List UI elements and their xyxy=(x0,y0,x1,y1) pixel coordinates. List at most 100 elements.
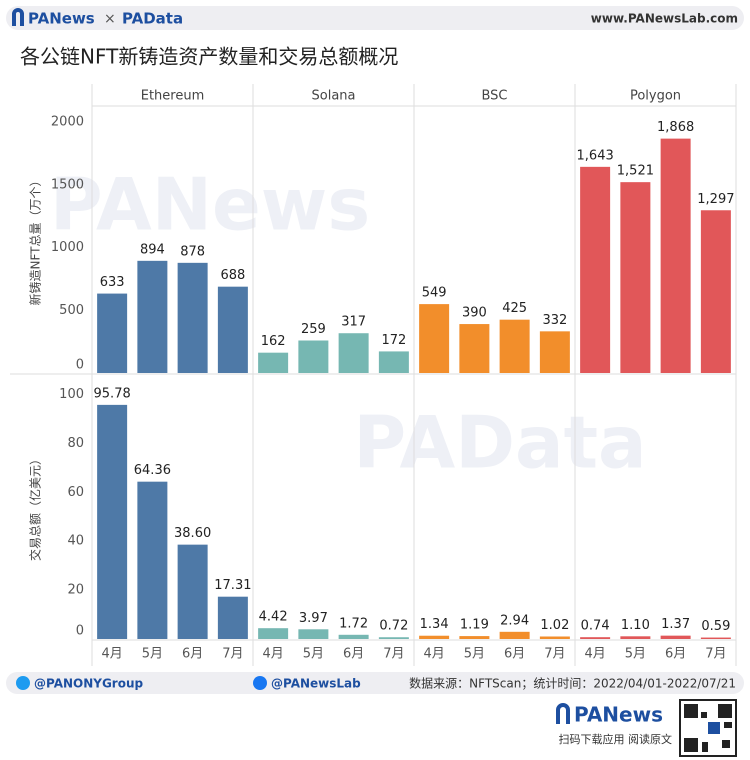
bar xyxy=(137,481,168,639)
facet-label: Solana xyxy=(312,89,356,104)
y-tick-label: 0 xyxy=(76,624,84,639)
y-tick-label: 40 xyxy=(67,534,84,549)
value-label: 1.72 xyxy=(339,616,368,631)
y-tick-label: 60 xyxy=(67,485,84,500)
bar xyxy=(298,340,329,373)
value-label: 1,868 xyxy=(657,120,694,135)
bar xyxy=(620,636,651,639)
bar xyxy=(660,635,691,639)
x-tick-label: 4月 xyxy=(423,647,444,662)
value-label: 162 xyxy=(261,334,286,349)
chart-title: 各公链NFT新铸造资产数量和交易总额概况 xyxy=(20,45,398,69)
plot: Ethereum Solana BSC Polygon 新铸造NFT总量（万个） 0 500… xyxy=(10,84,737,666)
facet-label: BSC xyxy=(481,89,507,104)
bar xyxy=(217,286,248,373)
bar xyxy=(419,635,450,639)
value-label: 1,521 xyxy=(617,164,654,179)
header-bar xyxy=(6,6,744,30)
x-tick-label: 6月 xyxy=(504,647,525,662)
bar xyxy=(177,262,208,373)
x-tick-label: 5月 xyxy=(464,647,485,662)
x-tick-label: 4月 xyxy=(101,647,122,662)
brand: PANews xyxy=(574,703,663,727)
qr-code xyxy=(679,699,737,757)
bar xyxy=(459,324,490,373)
bar xyxy=(298,629,329,639)
x-tick-label: 7月 xyxy=(705,647,726,662)
y-axis-label: 新铸造NFT总量（万个） xyxy=(28,175,43,306)
value-label: 633 xyxy=(100,275,125,290)
y-axis-label: 交易总额（亿美元） xyxy=(28,453,43,561)
bar xyxy=(258,628,289,639)
bar xyxy=(620,182,651,373)
bar xyxy=(580,637,611,639)
bar xyxy=(258,352,289,373)
url: www.PANewsLab.com xyxy=(591,12,738,26)
bar xyxy=(419,304,450,373)
bar xyxy=(700,637,731,639)
value-label: 172 xyxy=(381,333,406,348)
value-label: 4.42 xyxy=(259,610,288,625)
facebook: @PANewsLab xyxy=(271,677,361,691)
value-label: 0.72 xyxy=(379,619,408,634)
value-label: 95.78 xyxy=(94,386,131,401)
value-label: 0.59 xyxy=(701,619,730,634)
value-label: 894 xyxy=(140,242,165,257)
value-label: 425 xyxy=(502,301,527,316)
x-tick-label: 7月 xyxy=(544,647,565,662)
value-label: 2.94 xyxy=(500,613,529,628)
y-tick-label: 100 xyxy=(59,387,84,402)
times: × xyxy=(104,11,116,27)
x-tick-label: 6月 xyxy=(182,647,203,662)
x-tick-label: 7月 xyxy=(383,647,404,662)
bar xyxy=(217,596,248,639)
bar xyxy=(499,631,530,639)
y-tick-label: 0 xyxy=(76,358,84,373)
x-tick-label: 4月 xyxy=(584,647,605,662)
bar xyxy=(700,210,731,373)
value-label: 3.97 xyxy=(299,611,328,626)
bar xyxy=(137,260,168,373)
logo-icon xyxy=(556,703,570,724)
bar xyxy=(580,166,611,373)
value-label: 1.10 xyxy=(621,618,650,633)
value-label: 1.37 xyxy=(661,617,690,632)
bar xyxy=(539,636,570,639)
x-tick-label: 6月 xyxy=(343,647,364,662)
y-tick-label: 20 xyxy=(67,583,84,598)
facet-label: Polygon xyxy=(630,89,681,104)
value-label: 390 xyxy=(462,306,487,321)
x-tick-label: 7月 xyxy=(222,647,243,662)
brand: PANews xyxy=(28,10,95,28)
value-label: 317 xyxy=(341,315,366,330)
watermark: PANews xyxy=(50,163,370,247)
value-label: 0.74 xyxy=(581,619,610,634)
y-tick-label: 1000 xyxy=(51,240,84,255)
facet-label: Ethereum xyxy=(141,89,205,104)
bar xyxy=(378,637,409,639)
value-label: 17.31 xyxy=(214,578,251,593)
value-label: 549 xyxy=(422,286,447,301)
bar xyxy=(177,544,208,639)
value-label: 878 xyxy=(180,244,205,259)
logo-icon xyxy=(12,8,24,26)
bar xyxy=(378,351,409,373)
y-tick-label: 500 xyxy=(59,303,84,318)
x-tick-label: 5月 xyxy=(142,647,163,662)
value-label: 1.34 xyxy=(420,617,449,632)
bar xyxy=(459,636,490,639)
twitter-icon xyxy=(16,676,30,690)
x-tick-label: 4月 xyxy=(262,647,283,662)
value-label: 1,297 xyxy=(697,192,734,207)
value-label: 38.60 xyxy=(174,526,211,541)
value-label: 332 xyxy=(542,313,567,328)
value-label: 1,643 xyxy=(577,148,614,163)
value-label: 64.36 xyxy=(134,463,171,478)
footer-bar xyxy=(6,672,744,694)
y-tick-label: 80 xyxy=(67,436,84,451)
bar xyxy=(97,293,128,373)
value-label: 259 xyxy=(301,322,326,337)
value-label: 1.02 xyxy=(540,618,569,633)
bar xyxy=(338,333,369,373)
